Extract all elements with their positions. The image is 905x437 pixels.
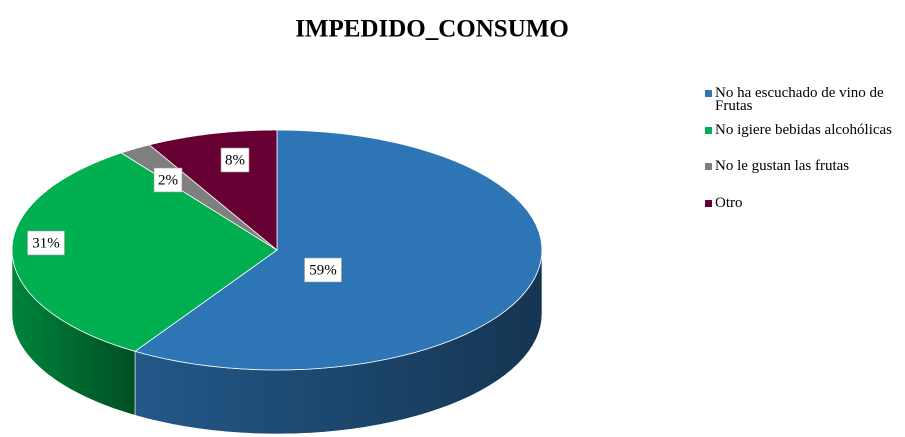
legend-entry: No ha escuchado de vino de Frutas bbox=[705, 85, 895, 114]
data-label: 59% bbox=[309, 262, 337, 278]
legend-swatch bbox=[705, 127, 712, 134]
data-label: 8% bbox=[225, 152, 245, 168]
legend-entry: No igiere bebidas alcohólicas bbox=[705, 122, 895, 138]
legend-label: No le gustan las frutas bbox=[715, 158, 850, 174]
data-label: 2% bbox=[158, 172, 178, 188]
data-label-box bbox=[304, 257, 342, 283]
legend-label: Otro bbox=[715, 195, 743, 211]
data-label-box bbox=[220, 147, 250, 173]
legend-label: No igiere bebidas alcohólicas bbox=[715, 122, 893, 138]
legend-swatch bbox=[705, 90, 712, 97]
legend-label: No ha escuchado de vino de Frutas bbox=[715, 85, 884, 114]
legend-entry: Otro bbox=[705, 195, 895, 211]
slice bbox=[134, 129, 543, 371]
data-label-box bbox=[153, 167, 183, 193]
legend-swatch bbox=[705, 163, 712, 170]
chart-title: IMPEDIDO_CONSUMO bbox=[295, 16, 569, 43]
data-label: 31% bbox=[32, 235, 60, 251]
data-label-box bbox=[27, 230, 65, 256]
slice bbox=[11, 152, 278, 352]
legend-entry: No le gustan las frutas bbox=[705, 158, 895, 174]
legend-swatch bbox=[705, 200, 712, 207]
